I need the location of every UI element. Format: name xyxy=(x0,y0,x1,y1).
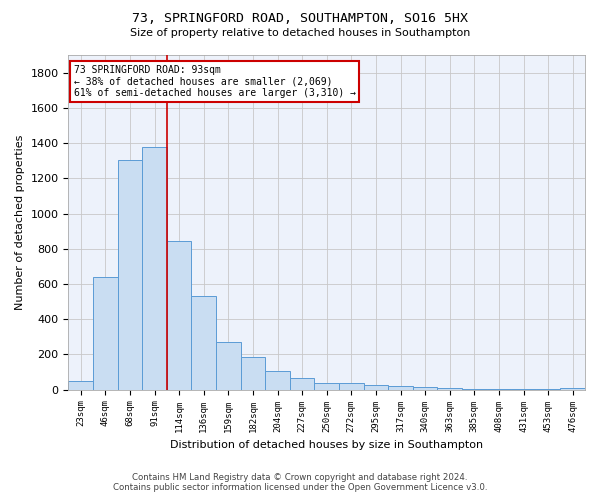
Text: Size of property relative to detached houses in Southampton: Size of property relative to detached ho… xyxy=(130,28,470,38)
Text: 73 SPRINGFORD ROAD: 93sqm
← 38% of detached houses are smaller (2,069)
61% of se: 73 SPRINGFORD ROAD: 93sqm ← 38% of detac… xyxy=(74,65,356,98)
Bar xyxy=(216,342,241,390)
Bar xyxy=(413,387,437,390)
Bar xyxy=(511,389,536,390)
Bar xyxy=(314,382,339,390)
Bar xyxy=(388,386,413,390)
Bar xyxy=(142,146,167,390)
Bar xyxy=(560,388,585,390)
Text: Contains HM Land Registry data © Crown copyright and database right 2024.
Contai: Contains HM Land Registry data © Crown c… xyxy=(113,473,487,492)
Bar xyxy=(167,241,191,390)
Bar xyxy=(118,160,142,390)
Text: 73, SPRINGFORD ROAD, SOUTHAMPTON, SO16 5HX: 73, SPRINGFORD ROAD, SOUTHAMPTON, SO16 5… xyxy=(132,12,468,26)
Bar xyxy=(487,389,511,390)
Bar xyxy=(339,383,364,390)
Bar xyxy=(191,296,216,390)
Bar xyxy=(265,371,290,390)
Bar xyxy=(93,277,118,390)
X-axis label: Distribution of detached houses by size in Southampton: Distribution of detached houses by size … xyxy=(170,440,483,450)
Bar xyxy=(462,389,487,390)
Bar xyxy=(68,381,93,390)
Y-axis label: Number of detached properties: Number of detached properties xyxy=(15,134,25,310)
Bar xyxy=(241,357,265,390)
Bar xyxy=(290,378,314,390)
Bar xyxy=(364,385,388,390)
Bar xyxy=(437,388,462,390)
